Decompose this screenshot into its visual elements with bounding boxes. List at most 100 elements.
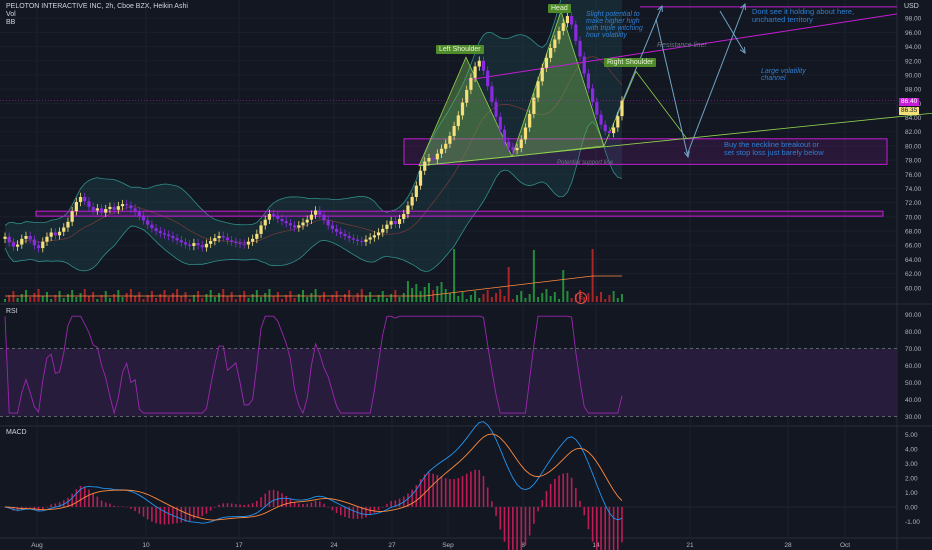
candle-body	[607, 131, 612, 134]
candle-body	[158, 231, 162, 234]
earnings-marker[interactable]: E	[575, 292, 587, 304]
macd-pane-title: MACD	[6, 429, 27, 436]
candle-body	[70, 211, 74, 222]
candle-body	[297, 225, 301, 228]
support-annotation: Potential support line	[557, 160, 614, 166]
macd-hist-bar	[398, 498, 401, 507]
volume-bar	[478, 298, 481, 302]
candle-body	[276, 216, 280, 219]
x-tick-label: 28	[784, 542, 792, 549]
last-price-badge: 86.40	[899, 98, 920, 106]
arrow-up-2-head	[740, 2, 746, 11]
macd-tick-label: 0.00	[905, 504, 918, 511]
macd-hist-bar	[440, 476, 443, 507]
rsi-tick-label: 30.00	[905, 414, 922, 421]
candle-body	[528, 113, 532, 128]
candle-body	[171, 236, 175, 239]
resistance-annotation: Resistance line!	[657, 42, 707, 49]
price-tick-label: 90.00	[905, 72, 922, 79]
macd-hist-bar	[264, 493, 267, 507]
bollinger-upper	[4, 0, 562, 226]
volume-bar	[108, 298, 111, 302]
volume-bar	[595, 296, 598, 302]
macd-hist-bar	[411, 489, 413, 507]
volume-bar	[264, 293, 267, 302]
candle-body	[490, 86, 494, 102]
candle-body	[519, 139, 523, 149]
volume-bar	[545, 289, 548, 302]
macd-tick-label: 5.00	[905, 432, 918, 439]
macd-hist-bar	[109, 503, 111, 507]
price-tick-label: 68.00	[905, 229, 922, 236]
candle-body	[167, 234, 171, 237]
volume-bar	[524, 298, 527, 302]
volume-bar	[562, 270, 565, 302]
macd-hist-bar	[377, 506, 380, 511]
macd-hist-bar	[125, 506, 128, 508]
macd-hist-bar	[201, 506, 204, 517]
candle-body	[209, 240, 213, 244]
volume-bar	[499, 289, 502, 302]
candle-body	[557, 30, 561, 40]
macd-hist-bar	[281, 493, 283, 507]
candle-body	[448, 135, 452, 144]
candle-body	[570, 16, 574, 25]
candle-body	[20, 238, 24, 245]
macd-hist-bar	[495, 506, 497, 516]
macd-hist-bar	[104, 502, 107, 507]
x-tick-label: Sep	[442, 542, 454, 549]
candle-body	[561, 23, 565, 31]
rsi-tick-label: 40.00	[905, 397, 922, 404]
price-tick-label: 84.00	[905, 115, 922, 122]
volume-bar	[41, 296, 44, 302]
volume-bar	[621, 294, 623, 302]
volume-bar	[469, 295, 472, 302]
candle-body	[406, 205, 410, 215]
volume-bar	[381, 291, 384, 302]
macd-hist-bar	[449, 479, 451, 507]
macd-hist-bar	[612, 506, 615, 550]
x-tick-label: 8	[521, 542, 525, 549]
volume-bar	[310, 293, 313, 302]
candle-body	[355, 239, 360, 241]
macd-hist-bar	[591, 506, 594, 542]
volume-bar	[234, 299, 237, 302]
candle-body	[104, 209, 108, 213]
candle-body	[116, 206, 120, 210]
macd-hist-bar	[478, 469, 481, 507]
candle-body	[427, 157, 431, 162]
candle-body	[477, 60, 481, 67]
candle-body	[603, 124, 607, 132]
macd-hist-bar	[117, 506, 120, 507]
macd-hist-bar	[524, 506, 527, 546]
candle-body	[393, 221, 397, 224]
candle-body	[238, 243, 242, 245]
x-tick-label: 21	[686, 542, 694, 549]
volume-bar	[453, 249, 456, 302]
macd-hist-bar	[499, 506, 502, 530]
macd-hist-bar	[579, 500, 581, 507]
macd-hist-bar	[130, 506, 132, 509]
candle-body	[326, 220, 330, 226]
macd-hist-bar	[25, 506, 27, 508]
volume-bar	[402, 293, 405, 302]
volume-bar	[75, 297, 78, 302]
macd-hist-bar	[239, 504, 241, 507]
volume-bar	[16, 298, 19, 302]
volume-bar	[260, 297, 263, 302]
macd-hist-bar	[360, 506, 363, 519]
volume-ma-line	[5, 275, 622, 297]
volume-bar	[50, 299, 53, 302]
volume-bar	[516, 295, 519, 302]
macd-hist-bar	[486, 487, 489, 507]
candle-body	[255, 233, 259, 239]
candle-body	[372, 235, 376, 238]
volume-bar	[486, 290, 489, 302]
candle-body	[83, 196, 87, 202]
candle-body	[28, 236, 32, 240]
macd-hist-bar	[268, 490, 271, 507]
candle-body	[536, 81, 540, 98]
volume-bar	[411, 288, 414, 302]
macd-hist-bar	[79, 485, 82, 507]
